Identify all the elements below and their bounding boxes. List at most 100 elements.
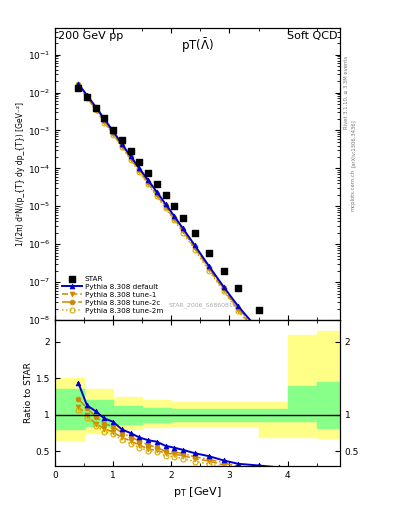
Pythia 8.308 tune-2m [102, 119, 107, 125]
Pythia 8.308 tune-2c [236, 305, 241, 311]
Pythia 8.308 default [137, 165, 142, 172]
Pythia 8.308 tune-2m [119, 144, 124, 151]
STAR [127, 147, 134, 156]
Pythia 8.308 tune-1 [236, 307, 241, 313]
Pythia 8.308 default [256, 327, 261, 333]
Pythia 8.308 tune-1 [154, 192, 159, 198]
Pythia 8.308 tune-2c [111, 130, 116, 136]
Pythia 8.308 tune-1 [128, 156, 133, 162]
Pythia 8.308 tune-2m [314, 399, 319, 405]
Pythia 8.308 tune-2m [154, 193, 159, 199]
X-axis label: p$_\mathregular{T}$ [GeV]: p$_\mathregular{T}$ [GeV] [173, 485, 222, 499]
STAR [75, 83, 81, 92]
Pythia 8.308 default [314, 393, 319, 399]
Pythia 8.308 tune-1 [84, 94, 89, 100]
Pythia 8.308 tune-2m [84, 95, 89, 101]
Pythia 8.308 tune-2c [76, 81, 81, 88]
STAR [255, 306, 262, 314]
Pythia 8.308 default [277, 349, 281, 355]
Pythia 8.308 default [146, 177, 151, 183]
Pythia 8.308 default [163, 201, 168, 207]
STAR [154, 180, 160, 188]
Text: mcplots.cern.ch: mcplots.cern.ch [351, 168, 356, 210]
Pythia 8.308 tune-2c [84, 93, 89, 99]
Pythia 8.308 default [128, 153, 133, 159]
Pythia 8.308 tune-2c [221, 285, 226, 291]
STAR [191, 229, 198, 237]
Pythia 8.308 default [119, 141, 124, 147]
Pythia 8.308 tune-2c [137, 166, 142, 173]
Pythia 8.308 tune-2c [163, 203, 168, 209]
STAR [101, 114, 108, 122]
Pythia 8.308 tune-2c [314, 394, 319, 400]
Line: Pythia 8.308 tune-1: Pythia 8.308 tune-1 [76, 83, 319, 403]
Pythia 8.308 tune-2c [277, 351, 281, 357]
Pythia 8.308 tune-2c [172, 215, 176, 221]
Pythia 8.308 tune-2c [192, 244, 197, 250]
Pythia 8.308 default [181, 225, 185, 231]
Pythia 8.308 tune-2c [119, 142, 124, 148]
Pythia 8.308 tune-1 [137, 168, 142, 174]
Pythia 8.308 default [76, 81, 81, 87]
Pythia 8.308 tune-2m [277, 355, 281, 361]
Y-axis label: 1/(2π) d²N/(p_{T} dy dp_{T}) [GeV⁻²]: 1/(2π) d²N/(p_{T} dy dp_{T}) [GeV⁻²] [16, 102, 25, 246]
Pythia 8.308 default [111, 128, 116, 134]
Pythia 8.308 default [207, 263, 211, 269]
STAR [93, 103, 99, 112]
Pythia 8.308 default [102, 116, 107, 122]
STAR [235, 284, 241, 292]
Pythia 8.308 tune-2m [137, 169, 142, 175]
Pythia 8.308 default [154, 189, 159, 195]
Pythia 8.308 tune-2m [221, 288, 226, 294]
Pythia 8.308 tune-2m [146, 181, 151, 187]
Line: Pythia 8.308 tune-2m: Pythia 8.308 tune-2m [76, 84, 319, 404]
Pythia 8.308 default [221, 284, 226, 290]
Pythia 8.308 tune-1 [76, 83, 81, 89]
STAR [162, 191, 169, 199]
Pythia 8.308 tune-1 [146, 180, 151, 186]
Pythia 8.308 tune-1 [181, 228, 185, 234]
Pythia 8.308 tune-1 [119, 143, 124, 150]
Pythia 8.308 tune-2m [172, 217, 176, 223]
STAR [84, 93, 90, 101]
Pythia 8.308 tune-1 [163, 204, 168, 210]
Text: STAR_2006_S6860818: STAR_2006_S6860818 [169, 303, 237, 308]
Text: 200 GeV pp: 200 GeV pp [58, 31, 123, 41]
STAR [119, 136, 125, 144]
Text: pT($\bar{\Lambda}$): pT($\bar{\Lambda}$) [181, 37, 214, 55]
Pythia 8.308 tune-2c [146, 179, 151, 185]
Pythia 8.308 tune-2m [128, 157, 133, 163]
Pythia 8.308 tune-1 [111, 131, 116, 137]
Pythia 8.308 tune-2m [163, 205, 168, 211]
Pythia 8.308 tune-2m [236, 308, 241, 314]
Pythia 8.308 default [192, 242, 197, 248]
STAR [145, 169, 151, 177]
Pythia 8.308 tune-2m [192, 246, 197, 252]
Pythia 8.308 tune-1 [94, 107, 98, 113]
STAR [136, 158, 143, 166]
Pythia 8.308 tune-2m [111, 132, 116, 138]
Pythia 8.308 tune-2c [154, 191, 159, 197]
Text: Rivet 3.1.10, ≥ 3.3M events: Rivet 3.1.10, ≥ 3.3M events [344, 55, 349, 129]
Pythia 8.308 tune-2c [297, 373, 301, 379]
Pythia 8.308 tune-2c [256, 328, 261, 334]
STAR [220, 267, 227, 275]
Pythia 8.308 tune-1 [102, 119, 107, 125]
Line: Pythia 8.308 default: Pythia 8.308 default [76, 81, 319, 398]
Pythia 8.308 tune-1 [256, 331, 261, 337]
Pythia 8.308 tune-2c [128, 154, 133, 160]
STAR [180, 214, 186, 222]
Pythia 8.308 default [172, 213, 176, 219]
Text: [arXiv:1306.3436]: [arXiv:1306.3436] [351, 119, 356, 167]
STAR [296, 347, 302, 355]
STAR [206, 248, 212, 257]
Pythia 8.308 tune-1 [277, 354, 281, 360]
Pythia 8.308 tune-2m [76, 83, 81, 90]
Text: Soft QCD: Soft QCD [286, 31, 337, 41]
Pythia 8.308 tune-2c [94, 105, 98, 111]
Pythia 8.308 tune-2m [181, 230, 185, 236]
Pythia 8.308 default [297, 371, 301, 377]
Pythia 8.308 default [94, 104, 98, 110]
Pythia 8.308 tune-2m [94, 107, 98, 113]
Pythia 8.308 tune-2m [256, 332, 261, 338]
